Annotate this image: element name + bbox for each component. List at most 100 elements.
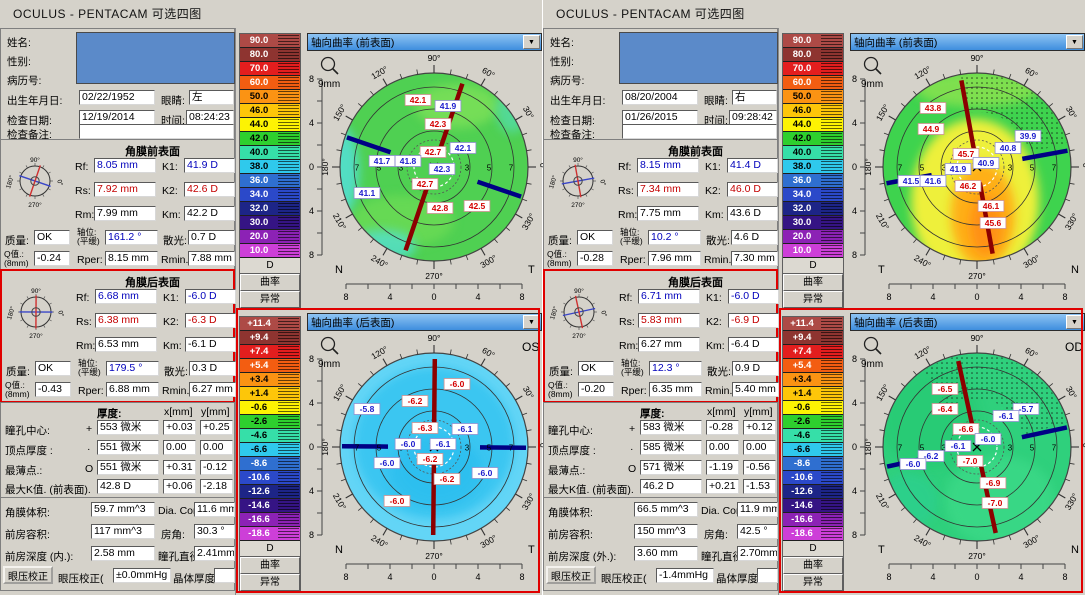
k2-field[interactable]: 46.0 D [727,182,778,197]
k2-field[interactable]: -6.9 D [728,313,779,328]
ac-volume-field[interactable]: 150 mm^3 [634,524,698,539]
kmax-field[interactable]: 46.2 D [640,479,702,494]
eye-field[interactable]: 左 [189,90,234,105]
chevron-down-icon[interactable]: ▼ [1066,315,1083,329]
chevron-down-icon[interactable]: ▼ [1066,35,1083,49]
exam-date-field[interactable]: 12/19/2014 [79,110,155,125]
iop-correction-button[interactable]: 眼压校正 [546,566,596,584]
quality-field[interactable]: OK [578,361,614,376]
rmin-field[interactable]: 7.88 mm [188,251,235,266]
rm-field[interactable]: 7.99 mm [94,206,156,221]
q-field[interactable]: -0.28 [577,251,613,266]
ac-depth-field[interactable]: 3.60 mm [634,546,698,561]
kmax-x-field[interactable]: +0.06 [163,479,196,494]
rmin-field[interactable]: 7.30 mm [731,251,778,266]
curvature-button[interactable]: 曲率 [783,274,843,291]
iop-correction-button[interactable]: 眼压校正 [3,566,53,584]
thinnest-y-field[interactable]: -0.12 [200,460,233,475]
lens-thickness-field[interactable] [757,568,778,583]
abnormal-button[interactable]: 异常 [240,574,300,591]
kmax-x-field[interactable]: +0.21 [706,479,739,494]
thinnest-x-field[interactable]: -1.19 [706,460,739,475]
thinnest-x-field[interactable]: +0.31 [163,460,196,475]
kmax-field[interactable]: 42.8 D [97,479,159,494]
quality-field[interactable]: OK [35,361,71,376]
rs-field[interactable]: 7.92 mm [94,182,156,197]
axis-field[interactable]: 161.2 ° [105,230,158,245]
apex-y-field[interactable]: 0.00 [200,440,233,455]
kmax-y-field[interactable]: -1.53 [743,479,776,494]
thinnest-thickness-field[interactable]: 551 微米 [97,460,159,475]
time-field[interactable]: 08:24:23 [186,110,234,125]
rs-field[interactable]: 5.83 mm [638,313,700,328]
apex-thickness-field[interactable]: 551 微米 [97,440,159,455]
km-field[interactable]: -6.4 D [728,337,779,352]
notes-field[interactable] [622,124,777,139]
rm-field[interactable]: 7.75 mm [637,206,699,221]
map-type-dropdown[interactable]: 轴向曲率 (前表面) ▼ [307,33,542,51]
k1-field[interactable]: 41.9 D [184,158,235,173]
astig-field[interactable]: 0.3 D [189,361,236,376]
exam-date-field[interactable]: 01/26/2015 [622,110,698,125]
apex-x-field[interactable]: 0.00 [706,440,739,455]
axis-field[interactable]: 12.3 ° [649,361,702,376]
time-field[interactable]: 09:28:42 [729,110,777,125]
q-field[interactable]: -0.24 [34,251,70,266]
thinnest-y-field[interactable]: -0.56 [743,460,776,475]
map-type-dropdown[interactable]: 轴向曲率 (前表面) ▼ [850,33,1085,51]
angle-field[interactable]: 42.5 ° [737,524,778,539]
chevron-down-icon[interactable]: ▼ [523,315,540,329]
km-field[interactable]: -6.1 D [185,337,236,352]
pupil-thickness-field[interactable]: 553 微米 [97,420,159,435]
k1-field[interactable]: 41.4 D [727,158,778,173]
apex-y-field[interactable]: 0.00 [743,440,776,455]
astig-field[interactable]: 4.6 D [731,230,778,245]
rf-field[interactable]: 6.68 mm [95,289,157,304]
axis-field[interactable]: 10.2 ° [648,230,701,245]
k1-field[interactable]: -6.0 D [728,289,779,304]
notes-field[interactable] [79,124,234,139]
dia-cor-field[interactable]: 11.9 mm [737,502,778,517]
apex-x-field[interactable]: 0.00 [163,440,196,455]
iop-correction-field[interactable]: ±0.0mmHg [113,568,171,583]
km-field[interactable]: 42.2 D [184,206,235,221]
astig-field[interactable]: 0.9 D [732,361,779,376]
pupil-x-field[interactable]: +0.03 [163,420,196,435]
pupil-diameter-field[interactable]: 2.41mm [194,546,235,561]
astig-field[interactable]: 0.7 D [188,230,235,245]
angle-field[interactable]: 30.3 ° [194,524,235,539]
lens-thickness-field[interactable] [214,568,235,583]
pupil-diameter-field[interactable]: 2.70mm [737,546,778,561]
dob-field[interactable]: 02/22/1952 [79,90,155,105]
corneal-volume-field[interactable]: 66.5 mm^3 [634,502,698,517]
k2-field[interactable]: 42.6 D [184,182,235,197]
iop-correction-field[interactable]: -1.4mmHg [656,568,714,583]
rf-field[interactable]: 6.71 mm [638,289,700,304]
curvature-button[interactable]: 曲率 [783,557,843,574]
k2-field[interactable]: -6.3 D [185,313,236,328]
kmax-y-field[interactable]: -2.18 [200,479,233,494]
rm-field[interactable]: 6.53 mm [95,337,157,352]
ac-volume-field[interactable]: 117 mm^3 [91,524,155,539]
corneal-volume-field[interactable]: 59.7 mm^3 [91,502,155,517]
pupil-x-field[interactable]: -0.28 [706,420,739,435]
rper-field[interactable]: 6.35 mm [649,382,702,397]
abnormal-button[interactable]: 异常 [240,291,300,308]
ac-depth-field[interactable]: 2.58 mm [91,546,155,561]
map-type-dropdown[interactable]: 轴向曲率 (后表面) ▼ [850,313,1085,331]
axis-field[interactable]: 179.5 ° [106,361,159,376]
rs-field[interactable]: 6.38 mm [95,313,157,328]
curvature-button[interactable]: 曲率 [240,274,300,291]
quality-field[interactable]: OK [34,230,70,245]
apex-thickness-field[interactable]: 585 微米 [640,440,702,455]
rmin-field[interactable]: 5.40 mm [732,382,779,397]
abnormal-button[interactable]: 异常 [783,291,843,308]
rf-field[interactable]: 8.05 mm [94,158,156,173]
map-type-dropdown[interactable]: 轴向曲率 (后表面) ▼ [307,313,542,331]
rmin-field[interactable]: 6.27 mm [189,382,236,397]
rper-field[interactable]: 7.96 mm [648,251,701,266]
rm-field[interactable]: 6.27 mm [638,337,700,352]
km-field[interactable]: 43.6 D [727,206,778,221]
rper-field[interactable]: 6.88 mm [106,382,159,397]
pupil-y-field[interactable]: +0.25 [200,420,233,435]
